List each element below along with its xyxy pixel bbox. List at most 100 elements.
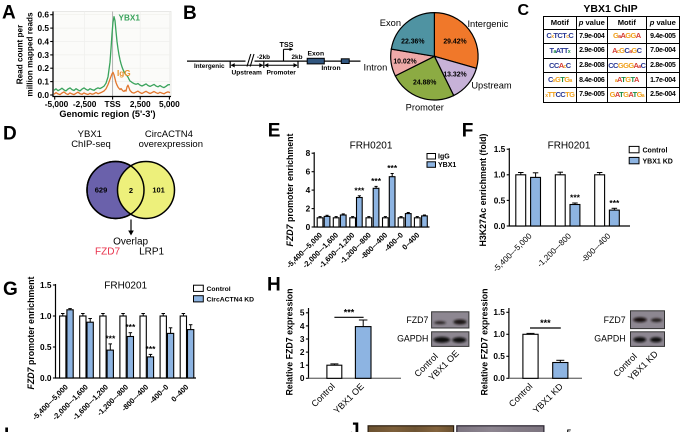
- svg-text:***: ***: [570, 193, 581, 203]
- svg-text:0.0: 0.0: [494, 221, 506, 231]
- svg-text:3: 3: [300, 334, 305, 344]
- svg-text:FRH0201: FRH0201: [548, 141, 591, 152]
- svg-text:Upstream: Upstream: [471, 81, 512, 91]
- svg-text:FZD7 promoter enrichment: FZD7 promoter enrichment: [285, 133, 295, 246]
- svg-text:J: J: [349, 420, 360, 432]
- svg-text:0.5: 0.5: [40, 342, 52, 352]
- svg-text:CircACTN4: CircACTN4: [145, 129, 193, 140]
- svg-text:overexpression: overexpression: [139, 139, 203, 150]
- svg-text:-5,000: -5,000: [45, 99, 69, 109]
- svg-text:4: 4: [306, 185, 311, 195]
- svg-text:Promoter: Promoter: [406, 102, 444, 112]
- svg-text:101: 101: [152, 186, 165, 195]
- svg-text:5: 5: [300, 308, 305, 318]
- svg-text:Upstream: Upstream: [231, 69, 262, 76]
- svg-text:1.5: 1.5: [494, 144, 506, 154]
- svg-text:2,500: 2,500: [130, 99, 151, 109]
- svg-text:1: 1: [300, 360, 305, 370]
- svg-text:FZD7 promoter enrichment: FZD7 promoter enrichment: [26, 276, 36, 389]
- svg-text:***: ***: [540, 318, 551, 328]
- svg-text:D: D: [3, 124, 17, 145]
- svg-text:Overlap: Overlap: [113, 236, 148, 247]
- svg-text:IgG: IgG: [438, 154, 450, 161]
- svg-text:G: G: [3, 279, 18, 300]
- svg-text:2kb: 2kb: [291, 54, 302, 61]
- svg-text:2: 2: [129, 186, 133, 195]
- svg-text:0.5: 0.5: [493, 351, 505, 361]
- svg-text:FZD7: FZD7: [406, 315, 428, 325]
- svg-text:A: A: [2, 3, 16, 24]
- svg-text:YBX1: YBX1: [438, 162, 456, 169]
- svg-text:24.88%: 24.88%: [413, 80, 436, 87]
- svg-text:0–400: 0–400: [400, 231, 421, 252]
- svg-text:0.4: 0.4: [37, 37, 49, 47]
- svg-text:13.32%: 13.32%: [443, 72, 466, 79]
- svg-text:CircACTN4 KD: CircACTN4 KD: [207, 297, 255, 304]
- svg-text:-800–-400: -800–-400: [580, 231, 613, 264]
- svg-text:29.42%: 29.42%: [443, 38, 466, 45]
- svg-text:1.0: 1.0: [494, 170, 506, 180]
- svg-text:B: B: [183, 3, 197, 24]
- svg-text:YBX1 KD: YBX1 KD: [531, 381, 565, 415]
- svg-text:Control: Control: [507, 381, 535, 409]
- svg-text:GAPDH: GAPDH: [594, 334, 625, 344]
- svg-text:LRP1: LRP1: [139, 247, 164, 258]
- svg-text:Control: Control: [643, 147, 668, 154]
- svg-text:0: 0: [306, 222, 311, 232]
- svg-text:Relative FZD7 expression: Relative FZD7 expression: [480, 288, 490, 395]
- svg-text:***: ***: [125, 322, 136, 332]
- svg-text:***: ***: [354, 185, 365, 195]
- svg-text:***: ***: [344, 308, 355, 318]
- svg-text:F: F: [462, 121, 474, 142]
- svg-text:ChIP-seq: ChIP-seq: [71, 139, 111, 150]
- svg-text:0.2: 0.2: [37, 63, 49, 73]
- svg-text:2: 2: [306, 204, 311, 214]
- svg-text:0.0: 0.0: [37, 90, 49, 100]
- svg-text:Intron: Intron: [321, 65, 340, 72]
- svg-text:***: ***: [371, 176, 382, 186]
- svg-text:1.0: 1.0: [493, 329, 505, 339]
- svg-text:H: H: [267, 275, 281, 296]
- svg-text:5: 5: [567, 427, 572, 432]
- svg-text:5,000: 5,000: [159, 99, 180, 109]
- svg-text:YBX1 OE: YBX1 OE: [332, 381, 366, 415]
- svg-text:2: 2: [300, 347, 305, 357]
- svg-text:-400–0: -400–0: [147, 383, 170, 406]
- svg-text:8: 8: [306, 148, 311, 158]
- svg-text:0.0: 0.0: [40, 373, 52, 383]
- svg-text:0–400: 0–400: [169, 383, 190, 404]
- svg-text:0.3: 0.3: [37, 50, 49, 60]
- svg-text:Exon: Exon: [380, 18, 401, 28]
- svg-text:YBX1: YBX1: [78, 129, 102, 140]
- svg-text:***: ***: [609, 198, 620, 208]
- svg-text:10.02%: 10.02%: [393, 59, 416, 66]
- svg-text:GAPDH: GAPDH: [397, 334, 428, 344]
- svg-text:-2kb: -2kb: [257, 54, 270, 61]
- svg-text:0: 0: [300, 373, 305, 383]
- svg-text:1.0: 1.0: [40, 311, 52, 321]
- svg-text:***: ***: [105, 333, 116, 343]
- svg-text:Intergenic: Intergenic: [467, 19, 508, 29]
- svg-text:E: E: [268, 121, 281, 142]
- svg-text:1.5: 1.5: [493, 307, 505, 317]
- svg-text:FRH0201: FRH0201: [350, 141, 393, 152]
- svg-text:FZD7: FZD7: [95, 247, 120, 258]
- svg-text:Intergenic: Intergenic: [194, 63, 225, 70]
- svg-text:-1,200–-800: -1,200–-800: [535, 231, 573, 269]
- svg-text:Control: Control: [207, 286, 231, 293]
- svg-text:***: ***: [146, 344, 157, 354]
- svg-text:million mapped reads: million mapped reads: [26, 12, 35, 97]
- svg-text:22.36%: 22.36%: [401, 38, 424, 45]
- svg-text:YBX1 KD: YBX1 KD: [643, 158, 673, 165]
- svg-text:Control: Control: [309, 381, 337, 409]
- svg-text:I: I: [4, 425, 9, 432]
- svg-text:6: 6: [306, 167, 311, 177]
- svg-text:Relative FZD7 expression: Relative FZD7 expression: [285, 288, 295, 395]
- svg-text:0.1: 0.1: [37, 77, 49, 87]
- svg-text:FRH0201: FRH0201: [104, 281, 147, 292]
- svg-text:1.5: 1.5: [40, 280, 52, 290]
- svg-text:629: 629: [95, 186, 108, 195]
- svg-text:***: ***: [387, 163, 398, 173]
- svg-text:0.5: 0.5: [494, 195, 506, 205]
- svg-text:IgG: IgG: [117, 69, 131, 78]
